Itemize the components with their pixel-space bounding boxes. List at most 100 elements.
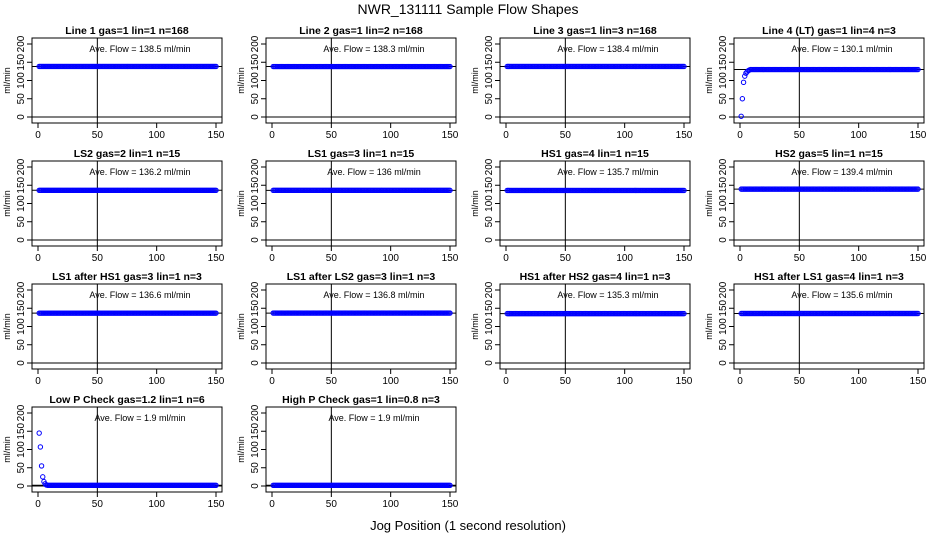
x-tick-label: 0 bbox=[35, 130, 41, 141]
x-tick-label: 0 bbox=[737, 130, 743, 141]
data-point bbox=[213, 482, 219, 489]
average-flow-annotation: Ave. Flow = 138.5 ml/min bbox=[89, 44, 190, 54]
y-axis-label: ml/min bbox=[704, 313, 714, 340]
panel-title: LS1 after LS2 gas=3 lin=1 n=3 bbox=[287, 271, 436, 283]
panel-12: HS1 after LS1 gas=4 lin=1 n=3 0 50 100 150 0 5… bbox=[704, 271, 927, 387]
average-flow-annotation: Ave. Flow = 136.8 ml/min bbox=[323, 290, 424, 300]
y-axis-label: ml/min bbox=[704, 67, 714, 94]
x-tick-label: 100 bbox=[148, 130, 165, 141]
y-tick-label: 50 bbox=[250, 93, 261, 105]
x-tick-label: 0 bbox=[269, 499, 275, 510]
data-point bbox=[915, 310, 921, 317]
average-flow-annotation: Ave. Flow = 135.7 ml/min bbox=[557, 167, 658, 177]
y-tick-label: 0 bbox=[718, 237, 729, 243]
y-tick-label: 50 bbox=[718, 339, 729, 351]
panel-title: HS1 after LS1 gas=4 lin=1 n=3 bbox=[754, 271, 904, 283]
panel-8: HS2 gas=5 lin=1 n=150 50 100 15005010015020… bbox=[704, 148, 927, 264]
y-tick-label: 100 bbox=[484, 318, 495, 335]
panel-title: Line 3 gas=1 lin=3 n=168 bbox=[533, 25, 657, 37]
y-axis-label: ml/min bbox=[236, 190, 246, 217]
y-tick-label: 150 bbox=[16, 422, 27, 439]
y-tick-label: 200 bbox=[250, 158, 261, 175]
y-tick-label: 150 bbox=[250, 176, 261, 193]
y-tick-label: 0 bbox=[484, 360, 495, 366]
y-tick-label: 50 bbox=[250, 216, 261, 228]
panel-2: Line 2 gas=1 lin=2 n=168 0 50 100 150 0 50 100 1… bbox=[236, 25, 459, 141]
x-tick-label: 150 bbox=[442, 130, 459, 141]
x-tick-label: 150 bbox=[910, 253, 927, 264]
x-tick-label: 150 bbox=[208, 499, 225, 510]
x-tick-label: 100 bbox=[148, 253, 165, 264]
data-point bbox=[740, 79, 747, 86]
x-tick-label: 0 bbox=[503, 376, 509, 387]
data-point bbox=[213, 187, 219, 193]
x-tick-label: 50 bbox=[326, 376, 338, 387]
average-flow-annotation: Ave. Flow = 135.3 ml/min bbox=[557, 290, 658, 300]
panel-5: LS2 gas=2 lin=1 n=150 50 100 15005010015020… bbox=[2, 148, 225, 264]
y-tick-label: 150 bbox=[16, 176, 27, 193]
panel-3: Line 3 gas=1 lin=3 n=168 0 50 100 150 0 50 100 1… bbox=[470, 25, 693, 141]
average-flow-annotation: Ave. Flow = 1.9 ml/min bbox=[94, 413, 185, 423]
y-tick-label: 100 bbox=[718, 318, 729, 335]
y-tick-label: 0 bbox=[16, 237, 27, 243]
y-tick-label: 50 bbox=[16, 93, 27, 105]
x-tick-label: 0 bbox=[503, 253, 509, 264]
panel-6: LS1 gas=3 lin=1 n=150 50 100 15005010015020… bbox=[236, 148, 459, 264]
y-tick-label: 100 bbox=[250, 72, 261, 89]
average-flow-annotation: Ave. Flow = 139.4 ml/min bbox=[791, 167, 892, 177]
y-tick-label: 150 bbox=[250, 422, 261, 439]
panel-title: LS2 gas=2 lin=1 n=15 bbox=[74, 148, 181, 160]
panel-11: HS1 after HS2 gas=4 lin=1 n=3 0 50 100 150 0 5… bbox=[470, 271, 693, 387]
panel-title: LS1 gas=3 lin=1 n=15 bbox=[308, 148, 415, 160]
x-tick-label: 150 bbox=[442, 376, 459, 387]
y-tick-label: 100 bbox=[250, 318, 261, 335]
y-tick-label: 0 bbox=[16, 483, 27, 489]
x-tick-label: 0 bbox=[35, 376, 41, 387]
x-tick-label: 50 bbox=[326, 499, 338, 510]
x-tick-label: 150 bbox=[676, 253, 693, 264]
average-flow-annotation: Ave. Flow = 138.4 ml/min bbox=[557, 44, 658, 54]
y-axis-label: ml/min bbox=[704, 190, 714, 217]
data-point bbox=[38, 463, 45, 469]
panel-14: High P Check gas=1 lin=0.8 n=3 0 50 100 150 0… bbox=[236, 394, 459, 510]
data-point bbox=[36, 430, 42, 436]
y-tick-label: 100 bbox=[250, 195, 261, 212]
y-tick-label: 100 bbox=[718, 195, 729, 212]
data-point bbox=[447, 310, 453, 316]
y-tick-label: 50 bbox=[484, 93, 495, 105]
y-tick-label: 150 bbox=[718, 176, 729, 193]
x-axis-title: Jog Position (1 second resolution) bbox=[370, 518, 566, 533]
x-tick-label: 50 bbox=[794, 130, 806, 141]
y-tick-label: 200 bbox=[484, 35, 495, 52]
data-point bbox=[447, 482, 453, 489]
y-axis-label: ml/min bbox=[470, 67, 480, 94]
x-tick-label: 100 bbox=[148, 499, 165, 510]
x-tick-label: 50 bbox=[560, 130, 572, 141]
y-tick-label: 200 bbox=[250, 281, 261, 298]
y-tick-label: 150 bbox=[484, 176, 495, 193]
panel-13: Low P Check gas=1.2 lin=1 n=6 0 50 100 150 0 5… bbox=[2, 394, 225, 510]
data-point bbox=[681, 310, 687, 317]
x-tick-label: 0 bbox=[503, 130, 509, 141]
y-tick-label: 0 bbox=[250, 237, 261, 243]
panel-7: HS1 gas=4 lin=1 n=150 50 100 15005010015020… bbox=[470, 148, 693, 264]
y-tick-label: 0 bbox=[250, 114, 261, 120]
x-tick-label: 50 bbox=[92, 499, 104, 510]
x-tick-label: 150 bbox=[676, 130, 693, 141]
x-tick-label: 0 bbox=[269, 376, 275, 387]
data-point bbox=[681, 63, 687, 70]
data-point bbox=[37, 444, 44, 450]
panel-10: LS1 after LS2 gas=3 lin=1 n=3 0 50 100 150 0 5… bbox=[236, 271, 459, 387]
y-tick-label: 150 bbox=[16, 299, 27, 316]
y-tick-label: 100 bbox=[718, 72, 729, 89]
x-tick-label: 0 bbox=[269, 130, 275, 141]
data-point bbox=[213, 310, 219, 316]
y-tick-label: 50 bbox=[484, 216, 495, 228]
x-tick-label: 100 bbox=[616, 253, 633, 264]
average-flow-annotation: Ave. Flow = 136 ml/min bbox=[327, 167, 421, 177]
panel-title: LS1 after HS1 gas=3 lin=1 n=3 bbox=[52, 271, 202, 283]
x-tick-label: 50 bbox=[794, 253, 806, 264]
data-point bbox=[681, 187, 687, 194]
x-tick-label: 100 bbox=[382, 253, 399, 264]
